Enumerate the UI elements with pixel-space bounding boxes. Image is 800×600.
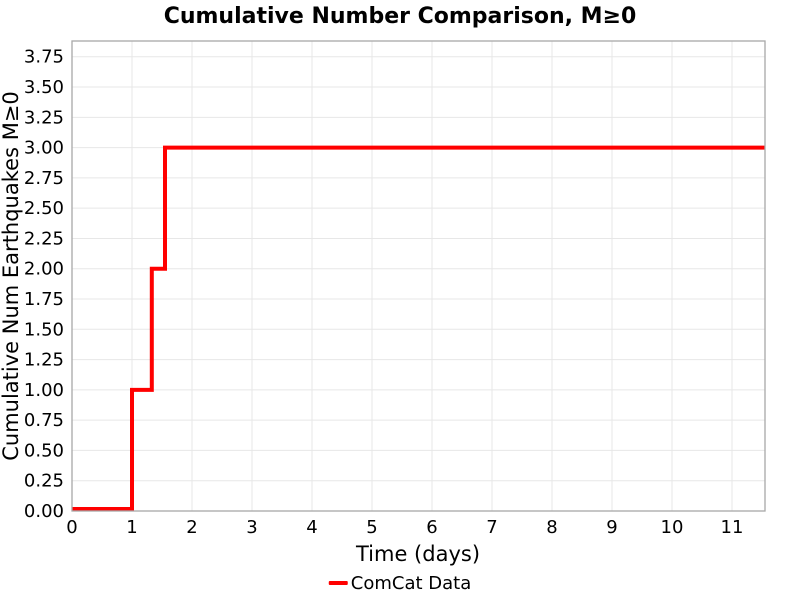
y-tick-label: 3.50 — [24, 77, 64, 98]
y-tick-label: 2.25 — [24, 228, 64, 249]
y-tick-label: 1.25 — [24, 350, 64, 371]
y-tick-label: 0.25 — [24, 471, 64, 492]
x-tick-label: 6 — [426, 517, 437, 538]
x-tick-label: 2 — [186, 517, 197, 538]
y-tick-label: 2.50 — [24, 198, 64, 219]
y-axis-label: Cumulative Num Earthquakes M≥0 — [0, 91, 23, 461]
y-tick-label: 0.00 — [24, 501, 64, 522]
x-tick-label: 8 — [546, 517, 557, 538]
x-tick-label: 11 — [721, 517, 744, 538]
y-tick-label: 1.75 — [24, 289, 64, 310]
x-tick-label: 3 — [246, 517, 257, 538]
x-tick-label: 4 — [306, 517, 317, 538]
x-tick-label: 9 — [606, 517, 617, 538]
y-tick-label: 3.25 — [24, 107, 64, 128]
x-axis-label: Time (days) — [355, 542, 481, 566]
legend-label: ComCat Data — [350, 572, 472, 594]
x-tick-label: 0 — [66, 517, 77, 538]
y-tick-label: 3.75 — [24, 47, 64, 68]
axes-border — [71, 40, 766, 512]
legend: ComCat Data — [328, 571, 472, 595]
data-series-line — [72, 145, 765, 511]
y-tick-label: 2.00 — [24, 259, 64, 280]
y-tick-label: 0.75 — [24, 410, 64, 431]
x-tick-label: 1 — [126, 517, 137, 538]
y-tick-label: 2.75 — [24, 168, 64, 189]
x-tick-label: 10 — [661, 517, 684, 538]
y-tick-label: 1.50 — [24, 319, 64, 340]
x-tick-label: 5 — [366, 517, 377, 538]
chart-title: Cumulative Number Comparison, M≥0 — [163, 4, 637, 29]
legend-line-swatch — [328, 581, 348, 585]
x-tick-label: 7 — [486, 517, 497, 538]
y-tick-label: 1.00 — [24, 380, 64, 401]
y-tick-label: 3.00 — [24, 138, 64, 159]
y-tick-label: 0.50 — [24, 440, 64, 461]
